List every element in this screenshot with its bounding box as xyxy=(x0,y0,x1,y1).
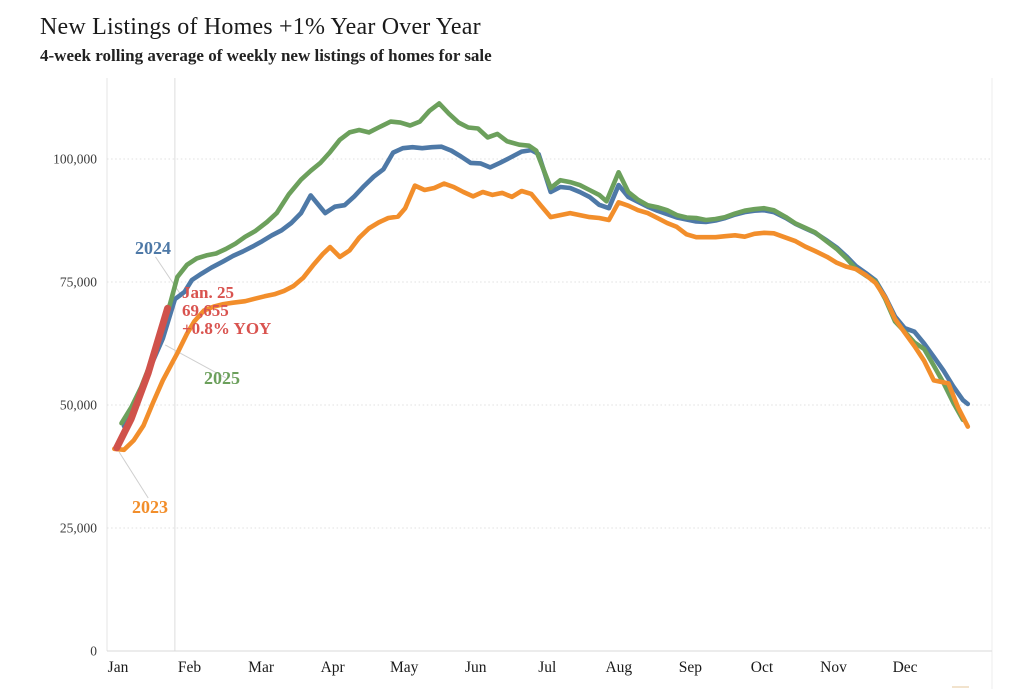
x-tick-label-feb: Feb xyxy=(178,659,202,676)
callout-date: Jan. 25 xyxy=(182,283,234,302)
leader-line-2025 xyxy=(164,344,227,379)
x-tick-label-jan: Jan xyxy=(108,659,129,676)
y-tick-label: 0 xyxy=(90,644,97,659)
callout-yoy: +0.8% YOY xyxy=(182,319,272,338)
x-tick-label-apr: Apr xyxy=(321,659,346,676)
y-tick-label: 100,000 xyxy=(53,152,97,167)
x-tick-label-oct: Oct xyxy=(751,659,774,676)
x-tick-label-jun: Jun xyxy=(465,659,487,676)
year-label-2025: 2025 xyxy=(204,368,240,388)
year-label-2023: 2023 xyxy=(132,497,168,517)
series-line-2025 xyxy=(119,101,966,426)
latest-value-callout: Jan. 25 69,655 +0.8% YOY xyxy=(182,284,271,338)
watermark-fragment xyxy=(952,686,969,688)
leader-line-2023 xyxy=(118,451,149,499)
x-tick-label-nov: Nov xyxy=(820,659,847,676)
callout-value: 69,655 xyxy=(182,301,229,320)
x-tick-label-mar: Mar xyxy=(248,659,275,676)
x-tick-label-jul: Jul xyxy=(538,659,556,676)
chart-title: New Listings of Homes +1% Year Over Year xyxy=(40,14,481,40)
y-tick-label: 50,000 xyxy=(60,398,97,413)
series-line-2023 xyxy=(112,181,971,453)
y-tick-label: 25,000 xyxy=(60,521,97,536)
year-label-2024: 2024 xyxy=(135,238,171,258)
y-tick-label: 75,000 xyxy=(60,275,97,290)
x-tick-label-dec: Dec xyxy=(893,659,918,676)
x-tick-label-aug: Aug xyxy=(605,659,632,676)
leader-line-2024 xyxy=(155,256,183,298)
series-line-2025-latest xyxy=(113,304,172,452)
x-tick-label-may: May xyxy=(390,659,419,676)
chart-subtitle: 4-week rolling average of weekly new lis… xyxy=(40,46,492,65)
x-tick-label-sep: Sep xyxy=(679,659,703,676)
